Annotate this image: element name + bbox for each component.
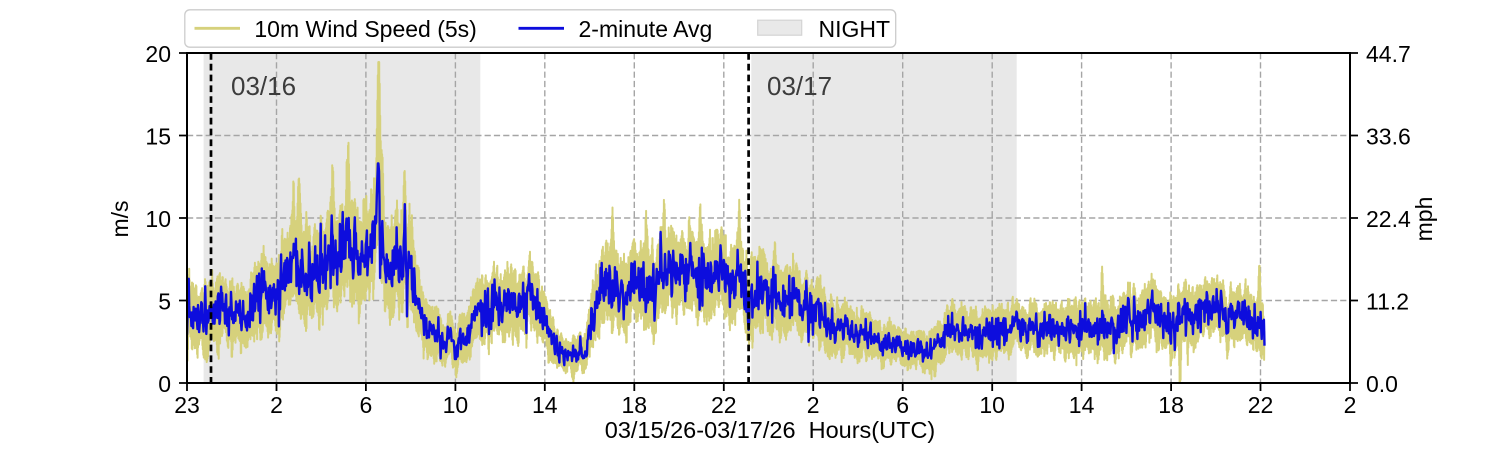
svg-text:6: 6: [360, 392, 373, 418]
svg-text:2: 2: [270, 392, 283, 418]
svg-text:18: 18: [622, 392, 648, 418]
svg-text:10: 10: [979, 392, 1005, 418]
svg-text:2: 2: [1344, 392, 1357, 418]
svg-text:NIGHT: NIGHT: [819, 16, 891, 42]
svg-text:15: 15: [145, 124, 171, 150]
svg-text:m/s: m/s: [107, 200, 133, 237]
svg-text:44.7: 44.7: [1366, 41, 1411, 67]
svg-text:22.4: 22.4: [1366, 206, 1411, 232]
svg-text:2: 2: [807, 392, 820, 418]
svg-text:03/16: 03/16: [231, 71, 296, 101]
svg-text:5: 5: [158, 289, 171, 315]
svg-text:10m Wind Speed (5s): 10m Wind Speed (5s): [254, 16, 476, 42]
svg-text:2-minute Avg: 2-minute Avg: [579, 16, 713, 42]
svg-text:10: 10: [443, 392, 469, 418]
svg-text:6: 6: [896, 392, 909, 418]
svg-text:22: 22: [1248, 392, 1274, 418]
svg-text:14: 14: [532, 392, 558, 418]
svg-text:33.6: 33.6: [1366, 124, 1411, 150]
svg-text:0.0: 0.0: [1366, 371, 1398, 397]
svg-text:mph: mph: [1411, 197, 1437, 242]
svg-text:0: 0: [158, 371, 171, 397]
svg-text:20: 20: [145, 41, 171, 67]
svg-text:18: 18: [1158, 392, 1184, 418]
svg-text:14: 14: [1069, 392, 1095, 418]
svg-text:03/15/26-03/17/26 Hours(UTC): 03/15/26-03/17/26 Hours(UTC): [605, 417, 935, 443]
svg-text:22: 22: [711, 392, 737, 418]
svg-text:03/17: 03/17: [767, 71, 832, 101]
svg-text:11.2: 11.2: [1366, 289, 1409, 315]
svg-text:10: 10: [145, 206, 171, 232]
svg-text:23: 23: [174, 392, 200, 418]
